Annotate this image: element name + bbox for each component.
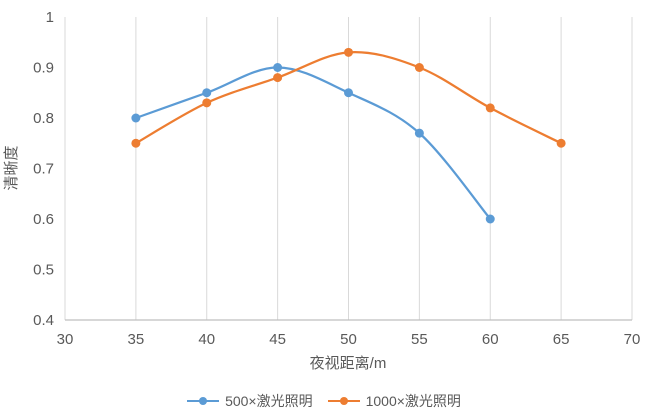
series-1-marker-6 [556,138,566,148]
x-tick-label-70: 70 [624,331,641,348]
y-tick-label-0.9: 0.9 [33,60,54,77]
legend-item-1000x: 1000×激光照明 [327,391,461,411]
y-tick-label-0.5: 0.5 [33,262,54,279]
x-tick-label-55: 55 [411,331,428,348]
series-0-marker-3 [344,88,353,98]
series-0-marker-1 [202,88,212,98]
series-group [131,47,566,224]
x-tick-labels-group: 30 35 40 45 50 55 60 65 70 [57,331,641,348]
y-axis-title: 清晰度 [3,145,20,190]
x-tick-label-50: 50 [340,331,357,348]
y-tick-label-0.4: 0.4 [33,312,54,329]
series-0-marker-4 [414,128,424,138]
x-tick-label-65: 65 [553,331,570,348]
x-tick-label-45: 45 [269,331,286,348]
series-1-marker-5 [485,103,495,113]
series-line-0 [134,66,492,221]
y-tick-label-1: 1 [46,9,54,26]
series-0-marker-0 [131,113,141,123]
legend-label-1000x: 1000×激光照明 [365,393,461,409]
y-tick-label-0.7: 0.7 [33,161,54,178]
x-tick-label-35: 35 [128,331,145,348]
x-axis-title: 夜视距离/m [310,355,387,372]
series-0-marker-5 [485,214,495,224]
x-tick-label-60: 60 [482,331,499,348]
series-1-marker-1 [202,98,212,108]
legend-swatch-500x-icon [187,397,220,405]
y-tick-labels-group: 0.4 0.5 0.6 0.7 0.8 0.9 1 [33,9,54,329]
chart-svg: 0.4 0.5 0.6 0.7 0.8 0.9 1 30 35 40 45 50 55 60 65 70 清… [3,9,641,372]
y-tick-label-0.6: 0.6 [33,211,54,228]
x-tick-label-40: 40 [198,331,215,348]
series-0-marker-2 [273,63,283,72]
gridlines-group [64,17,633,320]
x-tick-label-30: 30 [57,331,74,348]
legend-swatch-1000x-icon [327,397,360,405]
chart-legend: 500×激光照明 1000×激光照明 [0,391,647,411]
y-tick-label-0.8: 0.8 [33,110,54,127]
series-1-marker-4 [414,63,424,72]
series-1-marker-0 [131,138,141,148]
series-1-marker-3 [344,47,353,57]
legend-item-500x: 500×激光照明 [186,391,313,411]
legend-label-500x: 500×激光照明 [225,393,313,409]
series-1-marker-2 [273,73,283,83]
